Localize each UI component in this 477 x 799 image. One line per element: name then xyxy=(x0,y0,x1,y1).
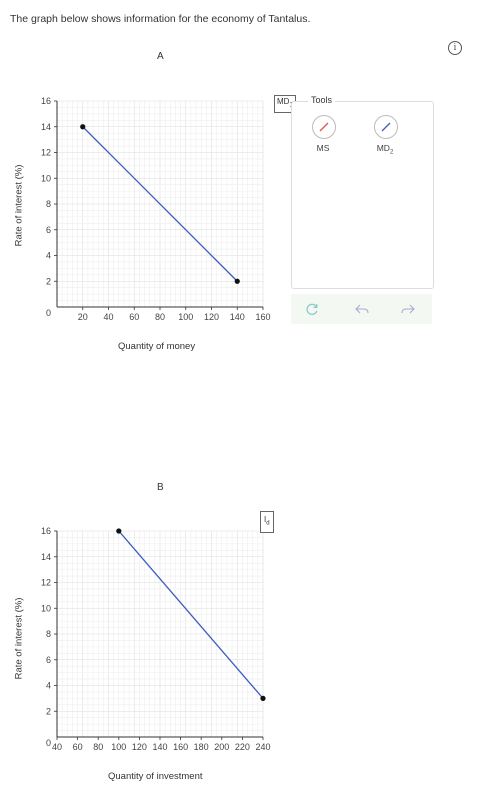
ms-tool-label: MS xyxy=(316,143,330,153)
chart-a-series-line xyxy=(82,126,238,282)
chart-b-x-tick-label: 120 xyxy=(132,742,147,752)
pencil-line-red-icon xyxy=(319,122,329,132)
chart-a-y-tick-label: 8 xyxy=(46,199,51,209)
chart-a-x-tick-label: 80 xyxy=(155,312,165,322)
md2-tool-label: MD2 xyxy=(365,143,405,156)
chart-b-y-tick-label: 16 xyxy=(41,526,51,536)
chart-b-x-tick-label: 100 xyxy=(111,742,126,752)
md2-label-main: MD xyxy=(376,143,390,153)
chart-b-y-tick-label: 2 xyxy=(46,706,51,716)
id-curve-label[interactable]: Id xyxy=(260,511,274,533)
chart-a-x-tick-label: 60 xyxy=(129,312,139,322)
chart-b-x-tick-label: 240 xyxy=(255,742,270,752)
chart-a-x-tick-label: 20 xyxy=(78,312,88,322)
chart-b-series-point xyxy=(116,528,122,534)
chart-b-x-tick-label: 60 xyxy=(73,742,83,752)
chart-b-y-tick-label: 4 xyxy=(46,681,51,691)
chart-b-title: B xyxy=(157,482,164,493)
chart-b-y-tick-label: 8 xyxy=(46,629,51,639)
chart-b-series-point xyxy=(260,695,266,701)
undo-icon[interactable] xyxy=(354,302,370,316)
chart-b-x-tick-label: 40 xyxy=(52,742,62,752)
ms-tool-button[interactable] xyxy=(312,115,336,139)
chart-b-x-tick-label: 200 xyxy=(214,742,229,752)
chart-b-x-tick-label: 140 xyxy=(152,742,167,752)
id-label-main: I xyxy=(264,515,267,524)
id-label-sub: d xyxy=(266,520,270,527)
md1-label-main: MD xyxy=(277,97,290,106)
chart-b-x-tick-label: 160 xyxy=(173,742,188,752)
chart-b-y-tick-label: 10 xyxy=(41,603,51,613)
chart-a-x-tick-label: 120 xyxy=(204,312,219,322)
chart-a-title: A xyxy=(157,51,164,62)
chart-a-x-tick-label: 100 xyxy=(178,312,193,322)
intro-text: The graph below shows information for th… xyxy=(10,13,311,25)
chart-a-xlabel: Quantity of money xyxy=(118,341,196,352)
chart-a-y-tick-label: 10 xyxy=(41,173,51,183)
tools-title: Tools xyxy=(308,95,336,105)
chart-b-y-tick-label: 6 xyxy=(46,655,51,665)
refresh-icon[interactable] xyxy=(304,301,320,317)
pencil-line-blue-icon xyxy=(381,122,391,132)
redo-icon[interactable] xyxy=(400,302,416,316)
chart-b-x-tick-label: 180 xyxy=(194,742,209,752)
chart-a-series-point xyxy=(80,124,86,130)
chart-b-y-tick-label-zero: 0 xyxy=(46,738,51,748)
chart-b-x-tick-label: 80 xyxy=(93,742,103,752)
info-circle-icon[interactable]: i xyxy=(448,41,462,55)
chart-b-y-tick-label: 14 xyxy=(41,552,51,562)
chart-a-x-tick-label: 140 xyxy=(230,312,245,322)
md2-label-sub: 2 xyxy=(389,149,394,156)
chart-a-y-tick-label: 14 xyxy=(41,122,51,132)
chart-a-x-tick-label: 160 xyxy=(255,312,270,322)
chart-b-x-tick-label: 220 xyxy=(235,742,250,752)
chart-b-series-line xyxy=(118,530,264,699)
chart-a-y-tick-label: 16 xyxy=(41,96,51,106)
chart-b-y-tick-label: 12 xyxy=(41,578,51,588)
chart-a-y-tick-label: 4 xyxy=(46,251,51,261)
chart-a-y-tick-label: 2 xyxy=(46,276,51,286)
chart-a-y-tick-label-zero: 0 xyxy=(46,308,51,318)
chart-a-series-point xyxy=(234,278,240,284)
md2-tool-button[interactable] xyxy=(374,115,398,139)
chart-b-xlabel: Quantity of investment xyxy=(108,771,203,782)
chart-a-y-tick-label: 12 xyxy=(41,148,51,158)
chart-a-y-tick-label: 6 xyxy=(46,225,51,235)
chart-a-x-tick-label: 40 xyxy=(103,312,113,322)
